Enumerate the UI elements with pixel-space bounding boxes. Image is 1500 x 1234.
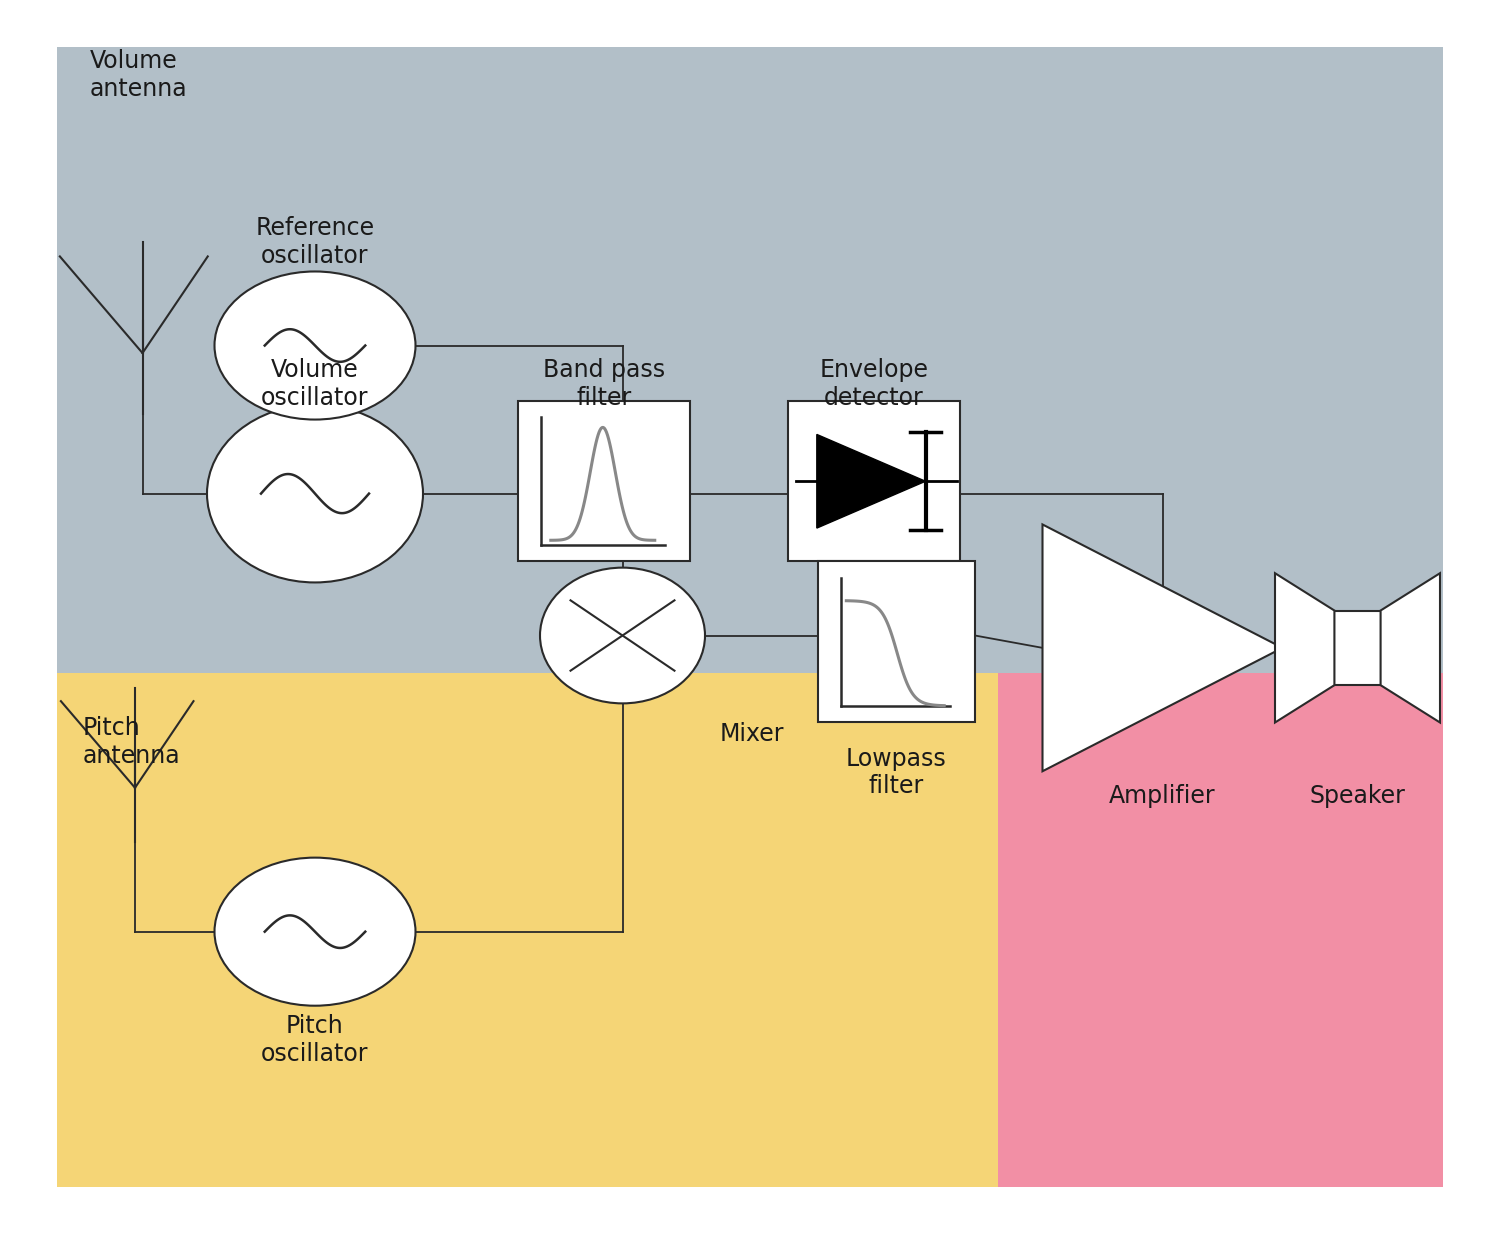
Bar xyxy=(57,47,1443,673)
Ellipse shape xyxy=(214,858,416,1006)
Bar xyxy=(788,401,960,561)
Ellipse shape xyxy=(214,271,416,420)
Text: Volume
oscillator: Volume oscillator xyxy=(261,358,369,410)
Text: Band pass
filter: Band pass filter xyxy=(543,358,664,410)
Polygon shape xyxy=(1042,524,1282,771)
Bar xyxy=(818,561,975,722)
Bar xyxy=(57,673,998,1187)
Bar xyxy=(1335,611,1380,685)
Text: Envelope
detector: Envelope detector xyxy=(819,358,928,410)
Bar xyxy=(998,673,1443,1187)
Polygon shape xyxy=(1380,573,1440,723)
Text: Amplifier: Amplifier xyxy=(1108,784,1216,807)
Text: Mixer: Mixer xyxy=(720,722,784,745)
Polygon shape xyxy=(818,434,926,528)
Text: Pitch
oscillator: Pitch oscillator xyxy=(261,1014,369,1066)
Circle shape xyxy=(540,568,705,703)
Text: Speaker: Speaker xyxy=(1310,784,1406,807)
Text: Reference
oscillator: Reference oscillator xyxy=(255,216,375,268)
Text: Volume
antenna: Volume antenna xyxy=(90,49,188,101)
Polygon shape xyxy=(1275,573,1335,723)
Bar xyxy=(518,401,690,561)
Text: Pitch
antenna: Pitch antenna xyxy=(82,716,180,768)
Text: Lowpass
filter: Lowpass filter xyxy=(846,747,946,798)
Ellipse shape xyxy=(207,405,423,582)
